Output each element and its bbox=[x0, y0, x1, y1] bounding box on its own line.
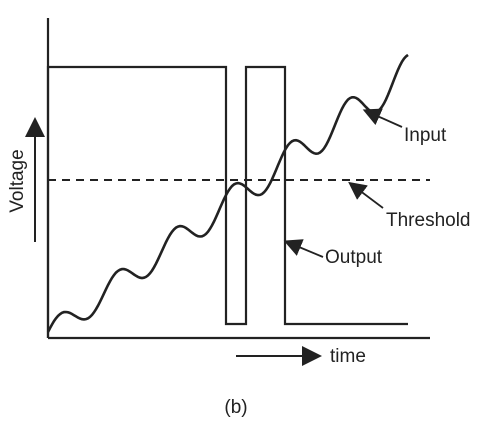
input-pointer-arrow bbox=[362, 108, 403, 128]
threshold-pointer-arrow bbox=[348, 181, 384, 209]
output-label: Output bbox=[325, 247, 383, 268]
input-waveform bbox=[46, 53, 409, 333]
voltage-label: Voltage bbox=[7, 149, 28, 212]
figure-caption: (b) bbox=[224, 397, 247, 418]
threshold-label: Threshold bbox=[386, 210, 471, 231]
output-pointer-arrow bbox=[283, 239, 324, 258]
output-waveform bbox=[46, 65, 408, 338]
input-label: Input bbox=[404, 125, 447, 146]
time-label: time bbox=[330, 346, 366, 367]
